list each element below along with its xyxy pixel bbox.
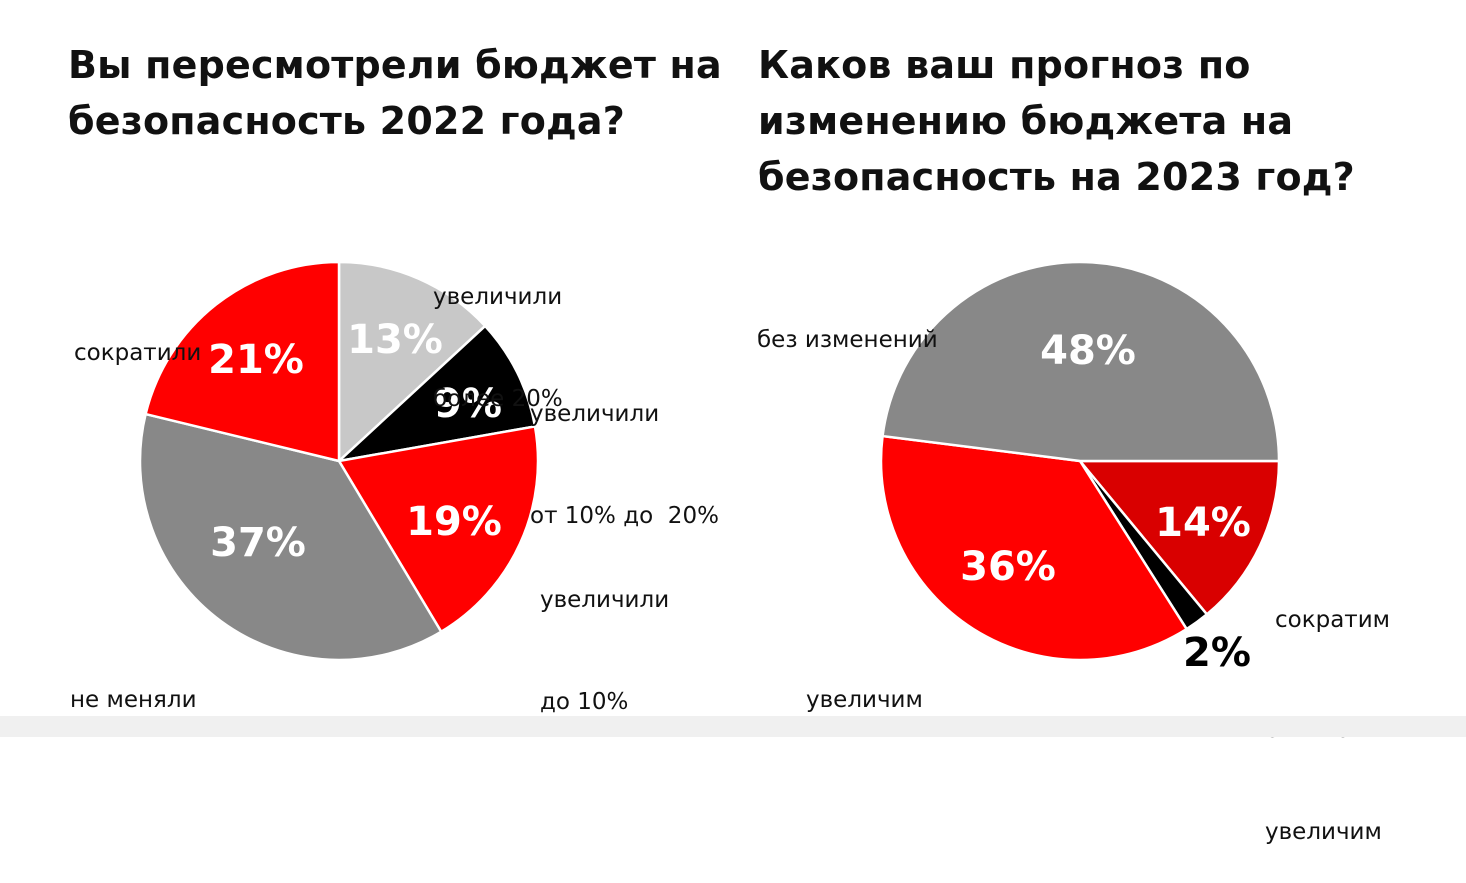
slice-label-unchanged: не меняли — [70, 687, 197, 713]
slice-label-increased-up-to-10: увеличили до 10% — [540, 587, 670, 715]
chart-2-title-line: безопасность на 2023 год? — [758, 155, 1355, 199]
slice-value-label: 2% — [1183, 630, 1251, 676]
pie-slice — [337, 425, 540, 633]
slice-value-label: 13% — [347, 317, 443, 363]
pie-slice — [879, 434, 1188, 662]
slice-value-label: 48% — [1040, 328, 1136, 374]
chart-1-title-line: безопасность 2022 года? — [68, 99, 626, 143]
chart-1-title-line: Вы пересмотрели бюджет на — [68, 43, 722, 87]
pie-slice — [1078, 459, 1281, 616]
slice-value-label: 37% — [210, 520, 306, 566]
slice-label-increased-over-20: увеличили более 20% — [433, 284, 563, 412]
pie-slice — [138, 412, 443, 662]
slice-label-will-reduce: сократим — [1275, 607, 1390, 633]
slice-label-reduced: сократили — [74, 340, 202, 366]
pie-slice — [337, 260, 487, 463]
slice-label-will-greatly-increase: сильно увеличим — [1265, 717, 1382, 845]
slice-value-label: 21% — [208, 337, 304, 383]
slice-value-label: 9% — [434, 381, 502, 427]
pie-chart-2022: 13% 9% 19% 37% 21% — [138, 260, 540, 662]
chart-2-title-line: Каков ваш прогноз по — [758, 43, 1251, 87]
slice-value-label: 14% — [1155, 500, 1251, 546]
chart-1-title: Вы пересмотрели бюджет на безопасность 2… — [68, 37, 722, 149]
pie-chart-2023: 14% 2% 36% 48% — [879, 260, 1281, 676]
pie-slice — [881, 260, 1281, 463]
slice-value-label: 36% — [960, 544, 1056, 590]
slice-label-no-change: без изменений — [757, 327, 938, 353]
slice-label-will-increase: увеличим — [806, 687, 923, 713]
chart-2-title: Каков ваш прогноз по изменению бюджета н… — [758, 37, 1355, 205]
slice-label-increased-10-to-20: увеличили от 10% до 20% — [530, 401, 719, 529]
bottom-strip — [0, 716, 1466, 737]
slice-value-label: 19% — [406, 499, 502, 545]
chart-2-title-line: изменению бюджета на — [758, 99, 1294, 143]
pie-slice — [144, 260, 341, 463]
pie-slice — [337, 324, 537, 463]
